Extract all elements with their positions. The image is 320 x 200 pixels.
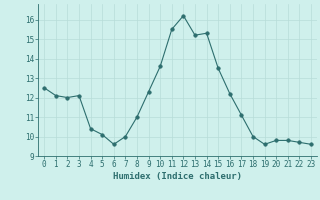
X-axis label: Humidex (Indice chaleur): Humidex (Indice chaleur) xyxy=(113,172,242,181)
